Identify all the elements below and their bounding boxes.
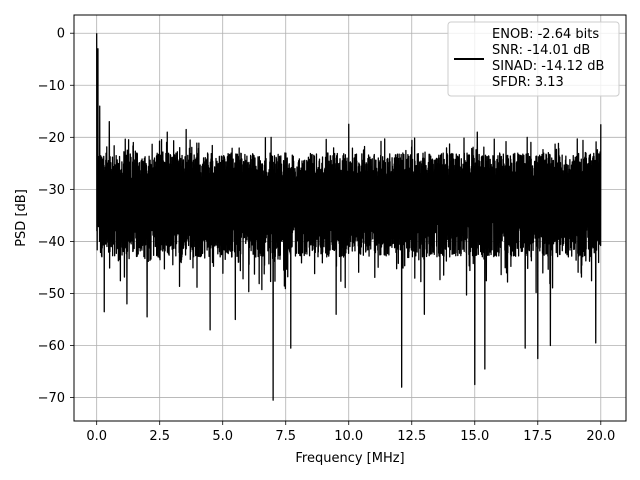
x-tick-label: 12.5 xyxy=(397,429,426,444)
x-tick-label: 7.5 xyxy=(275,429,296,444)
x-tick-label: 10.0 xyxy=(334,429,363,444)
legend-enob: ENOB: -2.64 bits xyxy=(492,27,599,42)
y-axis-label: PSD [dB] xyxy=(14,189,29,247)
y-tick-label: −30 xyxy=(38,183,65,198)
y-tick-label: −20 xyxy=(38,131,65,146)
y-tick-label: −40 xyxy=(38,235,65,250)
axes-frame xyxy=(73,14,627,422)
x-tick-label: 0.0 xyxy=(86,429,107,444)
psd-series-line xyxy=(96,33,602,401)
legend-snr: SNR: -14.01 dB xyxy=(492,43,590,58)
legend: ENOB: -2.64 bits SNR: -14.01 dB SINAD: -… xyxy=(447,21,620,97)
legend-sfdr: SFDR: 3.13 xyxy=(492,75,564,90)
legend-box xyxy=(447,21,620,97)
y-tick-label: −10 xyxy=(38,79,65,94)
legend-sinad: SINAD: -14.12 dB xyxy=(492,59,604,74)
x-tick-label: 2.5 xyxy=(149,429,170,444)
x-tick-label: 20.0 xyxy=(586,429,615,444)
x-axis-label: Frequency [MHz] xyxy=(295,451,404,466)
y-tick-label: 0 xyxy=(57,27,65,42)
y-tick-label: −50 xyxy=(38,287,65,302)
plot-area xyxy=(96,33,602,401)
y-axis-ticks: 0 −10 −20 −30 −40 −50 −60 −70 xyxy=(38,27,74,406)
x-tick-label: 15.0 xyxy=(460,429,489,444)
y-tick-label: −70 xyxy=(38,391,65,406)
x-axis-ticks: 0.0 2.5 5.0 7.5 10.0 12.5 15.0 17.5 20.0 xyxy=(86,421,615,444)
x-tick-label: 17.5 xyxy=(523,429,552,444)
y-tick-label: −60 xyxy=(38,339,65,354)
x-tick-label: 5.0 xyxy=(212,429,233,444)
